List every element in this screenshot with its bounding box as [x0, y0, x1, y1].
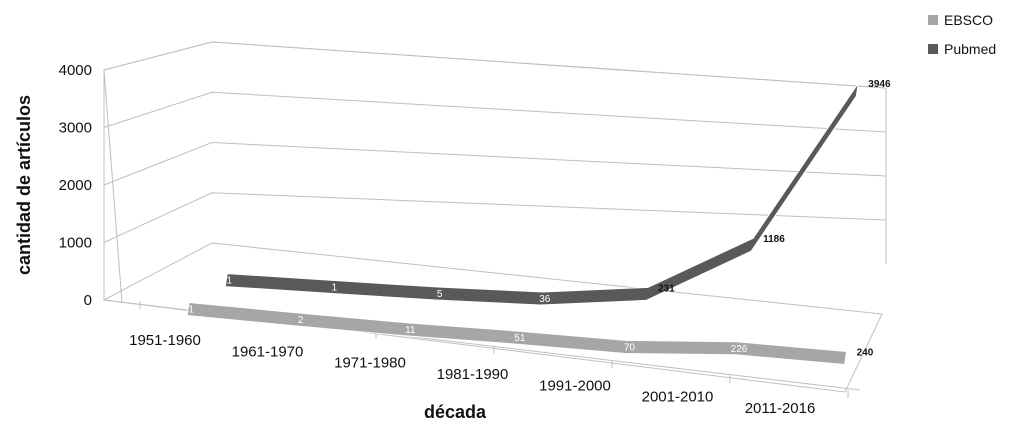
y-tick-label: 2000 [59, 177, 92, 194]
data-label-ebsco: 240 [857, 347, 874, 358]
legend-label-ebsco: EBSCO [944, 12, 993, 28]
x-tick-label: 2001-2010 [642, 389, 714, 406]
x-axis-ticks: 1951-1960 1961-1970 1971-1980 1981-1990 1991… [129, 301, 849, 417]
gridline [103, 141, 887, 186]
series-ribbon-pubmed [224, 82, 859, 306]
gridlines [103, 41, 887, 243]
y-tick-label: 3000 [59, 120, 92, 137]
y-tick-label: 4000 [59, 62, 92, 79]
series-ribbon-ebsco [186, 301, 848, 366]
legend-swatch-pubmed [928, 44, 938, 54]
y-tick-label: 0 [84, 292, 92, 309]
data-label-pubmed: 3946 [868, 79, 891, 90]
x-axis-title: década [424, 402, 487, 422]
gridline [103, 192, 887, 243]
left-wall-edge [103, 69, 123, 304]
data-label-pubmed: 1 [226, 276, 232, 287]
y-axis-title: cantidad de artículos [14, 95, 34, 275]
legend-label-pubmed: Pubmed [944, 41, 996, 57]
data-label-pubmed: 1186 [763, 234, 785, 245]
chart-walls [103, 41, 887, 304]
floor-outline [102, 242, 883, 393]
data-label-ebsco: 1 [188, 305, 194, 316]
data-label-ebsco: 2 [298, 315, 304, 326]
series-ribbons [186, 82, 859, 366]
y-axis-ticks: 0 1000 2000 3000 4000 [59, 62, 92, 309]
x-tick-label: 2011-2016 [745, 400, 816, 417]
x-tick-label: 1971-1980 [334, 355, 406, 372]
data-label-ebsco: 226 [731, 344, 748, 355]
data-label-pubmed: 231 [658, 283, 675, 294]
data-label-ebsco: 70 [624, 342, 636, 353]
x-tick-label: 1981-1990 [437, 366, 509, 383]
legend-swatch-ebsco [928, 15, 938, 25]
gridline [103, 41, 887, 89]
data-label-pubmed: 1 [332, 282, 338, 293]
legend: EBSCO Pubmed [928, 12, 996, 57]
gridline [103, 91, 887, 133]
y-tick-label: 1000 [59, 235, 92, 252]
data-label-ebsco: 51 [514, 333, 526, 344]
x-tick-label: 1961-1970 [232, 343, 304, 360]
data-label-pubmed: 36 [539, 294, 551, 305]
x-tick-label: 1991-2000 [539, 377, 611, 394]
data-label-ebsco: 11 [405, 325, 416, 336]
data-label-pubmed: 5 [437, 289, 443, 300]
x-tick-label: 1951-1960 [129, 332, 201, 349]
